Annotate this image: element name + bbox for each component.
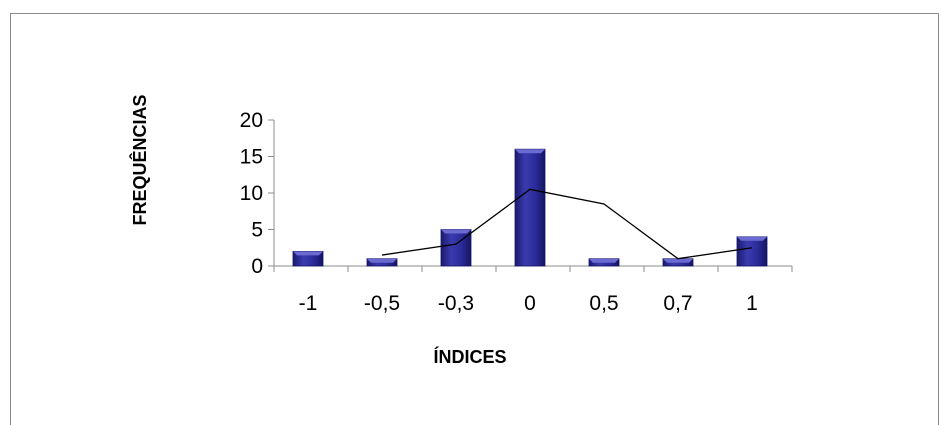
bar <box>514 148 546 267</box>
y-axis-title: FREQUÊNCIAS <box>129 94 150 225</box>
x-tick-label: -0,3 <box>438 292 474 315</box>
bar-bevel <box>663 258 693 263</box>
bar-bevel <box>441 229 471 234</box>
bar <box>736 236 768 267</box>
bar <box>588 258 620 267</box>
bar-series <box>292 148 768 267</box>
bar-bevel <box>737 236 767 241</box>
x-tick-label: 1 <box>746 292 758 315</box>
bar-body <box>736 236 768 267</box>
y-axis: 0 5 10 15 20 <box>240 109 275 278</box>
bar-bevel <box>589 258 619 263</box>
x-tick-label: -1 <box>299 292 318 315</box>
bar <box>292 250 324 267</box>
bar <box>366 258 398 267</box>
bar-body <box>514 148 546 267</box>
y-tick-label: 0 <box>251 255 263 278</box>
y-tick-label: 15 <box>240 146 263 169</box>
chart-frame <box>10 13 939 425</box>
bar <box>662 258 694 267</box>
bar-bevel <box>515 149 545 154</box>
x-axis: -1 -0,5 -0,3 0 0,5 0,7 1 <box>273 265 793 315</box>
y-tick-label: 20 <box>240 109 263 132</box>
bar-bevel <box>367 258 397 263</box>
x-tick-label: 0,5 <box>589 292 618 315</box>
x-tick-label: -0,5 <box>364 292 400 315</box>
y-tick-label: 5 <box>251 219 263 242</box>
bar-body <box>440 229 472 267</box>
x-axis-title: ÍNDICES <box>433 346 506 367</box>
bar <box>440 229 472 267</box>
bar-bevel <box>293 251 323 256</box>
line-series <box>381 188 753 260</box>
trend-line <box>381 188 753 260</box>
x-tick-label: 0,7 <box>663 292 692 315</box>
x-tick-label: 0 <box>524 292 536 315</box>
y-tick-label: 10 <box>240 182 263 205</box>
